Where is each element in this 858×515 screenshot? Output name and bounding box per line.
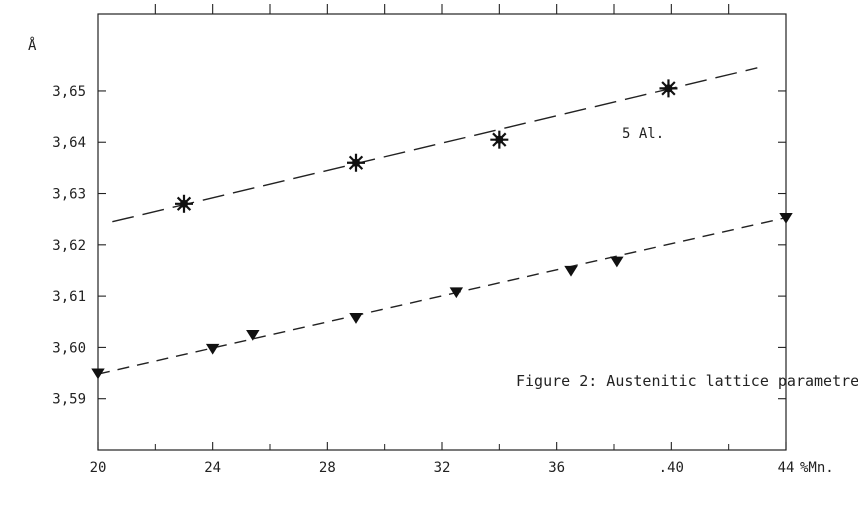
y-tick-label-3.62: 3,62 bbox=[52, 238, 86, 254]
series-label-5-al: 5 Al. bbox=[622, 126, 664, 142]
star-core bbox=[664, 84, 673, 93]
triangle-point-7 bbox=[779, 213, 793, 224]
x-tick-label-36: 36 bbox=[548, 460, 565, 476]
x-tick-label-32: 32 bbox=[434, 460, 451, 476]
x-tick-label-24: 24 bbox=[204, 460, 221, 476]
fit-lines bbox=[97, 67, 787, 375]
triangle-point-1 bbox=[205, 343, 220, 355]
star-core bbox=[180, 199, 188, 208]
y-tick-label-3.59: 3,59 bbox=[52, 392, 86, 408]
star-point-1 bbox=[347, 153, 365, 172]
figure-caption: Figure 2: Austenitic lattice parametre bbox=[516, 372, 858, 390]
star-point-2 bbox=[490, 130, 509, 149]
fit-line-series-0 bbox=[112, 67, 758, 223]
tick-marks bbox=[97, 4, 787, 450]
triangle-point-3 bbox=[349, 313, 363, 324]
star-core bbox=[352, 158, 360, 167]
fit-line-series-1 bbox=[97, 216, 787, 375]
star-core bbox=[495, 135, 504, 144]
data-points bbox=[91, 79, 793, 380]
triangle-point-4 bbox=[449, 287, 464, 299]
star-point-3 bbox=[659, 79, 678, 98]
y-tick-label-3.63: 3,63 bbox=[52, 187, 86, 203]
y-tick-label-3.65: 3,65 bbox=[52, 84, 86, 100]
x-tick-label-20: 20 bbox=[90, 460, 107, 476]
y-tick-label-3.64: 3,64 bbox=[52, 135, 86, 151]
triangle-point-5 bbox=[564, 265, 578, 277]
x-tick-label-28: 28 bbox=[319, 460, 336, 476]
y-axis-label: Å bbox=[28, 37, 37, 54]
triangle-point-0 bbox=[91, 368, 105, 380]
x-tick-label-44: 44 bbox=[778, 460, 795, 476]
triangle-point-6 bbox=[610, 256, 624, 268]
x-axis-label: %Mn. bbox=[800, 460, 834, 476]
y-tick-labels: 3,59 3,60 3,61 3,62 3,63 3,64 3,65 bbox=[52, 84, 86, 408]
triangle-point-2 bbox=[246, 329, 260, 341]
x-tick-label-40: .40 bbox=[659, 460, 684, 476]
x-tick-labels: 20 24 28 32 36 .40 44 bbox=[90, 460, 795, 476]
star-point-0 bbox=[175, 194, 193, 213]
y-tick-label-3.6: 3,60 bbox=[52, 340, 86, 356]
y-tick-label-3.61: 3,61 bbox=[52, 289, 86, 305]
